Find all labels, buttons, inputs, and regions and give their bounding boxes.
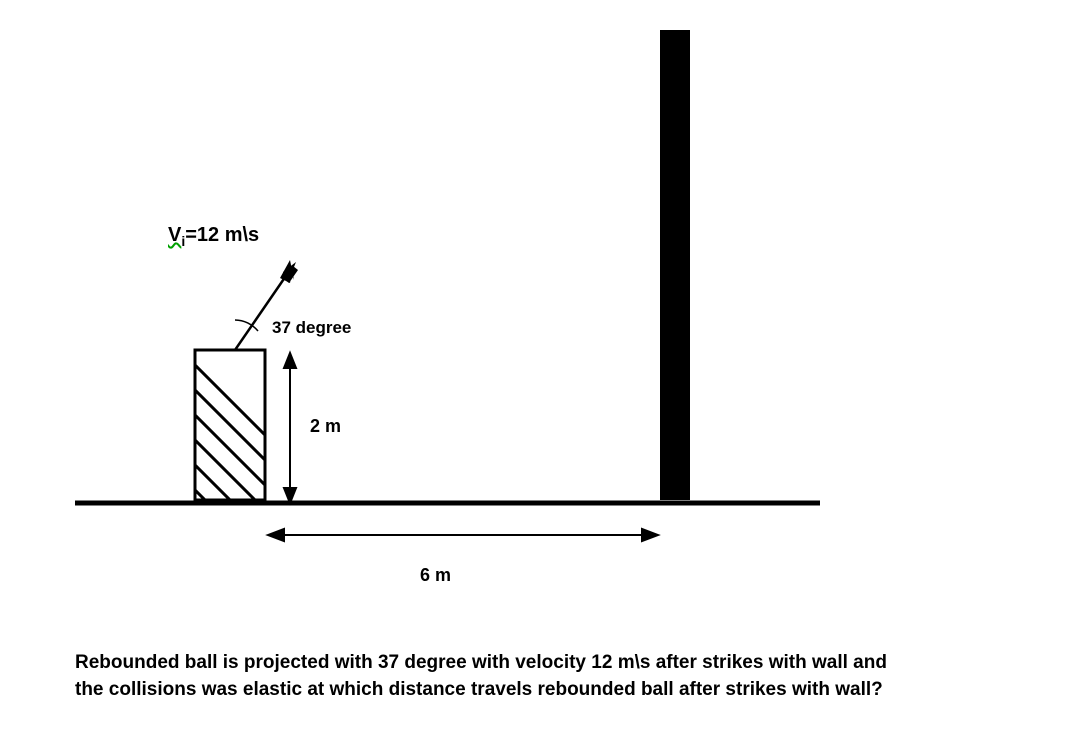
- physics-diagram: Vi=12 m\s 37 degree 2 m 6 m Rebounded ba…: [0, 0, 1080, 739]
- velocity-value: =12 m\s: [185, 224, 259, 246]
- velocity-label: Vi=12 m\s: [168, 224, 259, 249]
- distance-label: 6 m: [420, 565, 451, 586]
- height-arrow: [284, 353, 296, 503]
- question-line1: Rebounded ball is projected with 37 degr…: [75, 650, 1035, 677]
- angle-label: 37 degree: [272, 318, 351, 338]
- wall: [660, 30, 690, 500]
- question-line2: the collisions was elastic at which dist…: [75, 677, 1035, 704]
- height-label: 2 m: [310, 416, 341, 437]
- question-text: Rebounded ball is projected with 37 degr…: [75, 650, 1035, 703]
- platform: [175, 345, 285, 605]
- distance-arrow: [268, 529, 658, 541]
- velocity-symbol: V: [168, 224, 181, 246]
- diagram-svg: [0, 0, 1080, 620]
